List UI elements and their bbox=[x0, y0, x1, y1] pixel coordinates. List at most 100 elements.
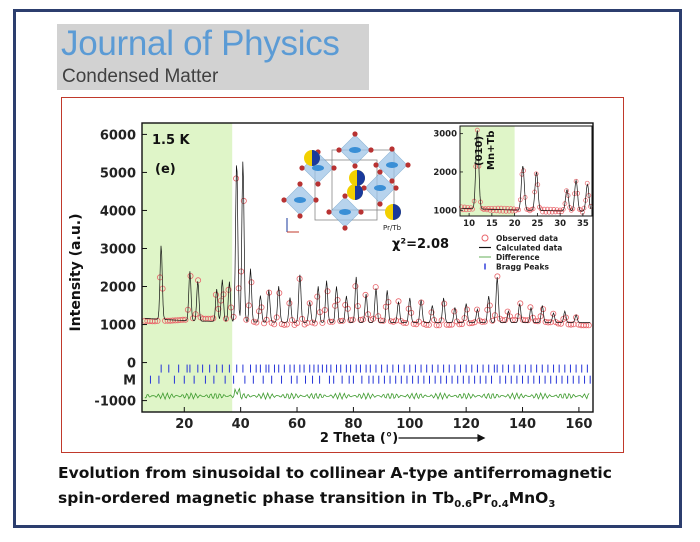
oxygen-atom bbox=[352, 131, 358, 137]
oxygen-atom bbox=[368, 147, 374, 153]
observed-point bbox=[182, 316, 189, 323]
y-tick-label: 5000 bbox=[100, 166, 136, 181]
observed-point bbox=[271, 321, 278, 328]
inset-highlight bbox=[460, 126, 515, 216]
observed-point bbox=[456, 321, 463, 328]
oxygen-atom bbox=[361, 185, 367, 191]
journal-subtitle: Condensed Matter bbox=[62, 66, 219, 87]
observed-point bbox=[524, 317, 531, 324]
pr-tb-atom-half bbox=[312, 150, 320, 166]
x-tick-label: 140 bbox=[509, 417, 536, 432]
oxygen-atom bbox=[331, 165, 337, 171]
observed-point bbox=[377, 317, 384, 324]
inset-x-tick-label: 25 bbox=[531, 219, 543, 229]
x-tick-label: 40 bbox=[232, 417, 250, 432]
oxygen-atom bbox=[377, 169, 383, 175]
inset-peak-label: Mn+Tb bbox=[486, 131, 497, 170]
oxygen-atom bbox=[281, 197, 287, 203]
observed-point bbox=[339, 317, 346, 324]
inset-observed-point bbox=[560, 207, 566, 212]
mn-atom bbox=[339, 209, 351, 215]
inset-observed-point bbox=[490, 208, 496, 213]
oxygen-atom bbox=[297, 213, 303, 219]
observed-point bbox=[311, 320, 318, 327]
journal-banner: Journal of Physics Condensed Matter bbox=[57, 24, 369, 90]
low-angle-highlight bbox=[142, 123, 233, 412]
caption-subscript: 0.4 bbox=[490, 499, 509, 511]
x-tick-label: 80 bbox=[344, 417, 362, 432]
observed-point bbox=[535, 318, 542, 325]
y-tick-label: 4000 bbox=[100, 204, 136, 219]
observed-point bbox=[479, 318, 486, 325]
legend-label: Observed data bbox=[496, 234, 558, 243]
observed-point bbox=[337, 317, 344, 324]
temperature-label: 1.5 K bbox=[152, 133, 191, 148]
observed-point bbox=[403, 319, 410, 326]
y-tick-label: 0 bbox=[127, 357, 136, 372]
inset-observed-point bbox=[462, 204, 467, 210]
observed-point bbox=[458, 321, 465, 328]
observed-point bbox=[557, 320, 564, 327]
inset-x-tick-label: 30 bbox=[554, 219, 566, 229]
figure-caption: Evolution from sinusoidal to collinear A… bbox=[58, 461, 668, 517]
crystal-structure-illustration: Pr/Tb bbox=[281, 131, 411, 233]
inset-y-tick-label: 2000 bbox=[433, 168, 457, 178]
calculated-line bbox=[144, 161, 591, 323]
inset-x-tick-label: 10 bbox=[463, 219, 475, 229]
y-tick-label: 1000 bbox=[100, 319, 136, 334]
chi-squared: χ²=2.08 bbox=[392, 237, 449, 252]
journal-name: Journal of Physics bbox=[61, 24, 340, 63]
observed-point bbox=[253, 319, 260, 326]
y-tick-label: 6000 bbox=[100, 128, 136, 143]
oxygen-atom bbox=[405, 162, 411, 168]
page-frame bbox=[13, 9, 682, 528]
observed-point bbox=[179, 316, 186, 323]
legend-label: Bragg Peaks bbox=[496, 263, 549, 272]
inset-observed-point bbox=[557, 207, 563, 213]
y-tick-label: -1000 bbox=[94, 395, 136, 410]
difference-line bbox=[144, 387, 590, 401]
mn-atom bbox=[312, 165, 324, 171]
oxygen-atom bbox=[313, 197, 319, 203]
observed-point bbox=[568, 321, 575, 328]
observed-point bbox=[555, 320, 562, 327]
oxygen-atom bbox=[342, 193, 348, 199]
observed-point bbox=[319, 319, 326, 326]
observed-point bbox=[347, 317, 354, 324]
observed-point bbox=[410, 320, 417, 327]
caption-line-1: Evolution from sinusoidal to collinear A… bbox=[58, 464, 612, 482]
observed-point bbox=[151, 318, 158, 325]
mn-atom bbox=[294, 197, 306, 203]
oxygen-atom bbox=[326, 209, 332, 215]
observed-point bbox=[469, 320, 476, 327]
legend-label: Difference bbox=[496, 253, 540, 262]
caption-subscript: 3 bbox=[548, 499, 556, 511]
plot-frame bbox=[141, 122, 594, 413]
oxygen-atom bbox=[297, 181, 303, 187]
oxygen-atom bbox=[377, 201, 383, 207]
mn-atom bbox=[386, 162, 398, 168]
legend-marker bbox=[481, 234, 489, 242]
oxygen-atom bbox=[352, 163, 358, 169]
observed-point bbox=[306, 300, 313, 307]
x-tick-label: 20 bbox=[175, 417, 193, 432]
inset-observed-point bbox=[463, 207, 469, 213]
panel-label: (e) bbox=[155, 162, 176, 177]
inset-observed-point bbox=[470, 206, 475, 212]
x-axis-label: 2 Theta (°) bbox=[320, 431, 398, 446]
inset-observed-point bbox=[513, 208, 518, 214]
legend-label: Calculated data bbox=[496, 244, 562, 253]
inset-observed-point bbox=[465, 204, 471, 210]
observed-point bbox=[326, 318, 333, 325]
caption-subscript: 0.6 bbox=[454, 499, 472, 511]
observed-point bbox=[474, 306, 481, 313]
inset-x-tick-label: 20 bbox=[509, 219, 521, 229]
observed-point bbox=[189, 315, 196, 322]
y-tick-label: 3000 bbox=[100, 242, 136, 257]
pr-tb-atom-half bbox=[355, 184, 363, 200]
inset-y-tick-label: 3000 bbox=[433, 130, 457, 140]
inset-observed-point bbox=[484, 207, 490, 213]
caption-text: MnO bbox=[508, 489, 549, 507]
observed-point bbox=[489, 317, 496, 324]
